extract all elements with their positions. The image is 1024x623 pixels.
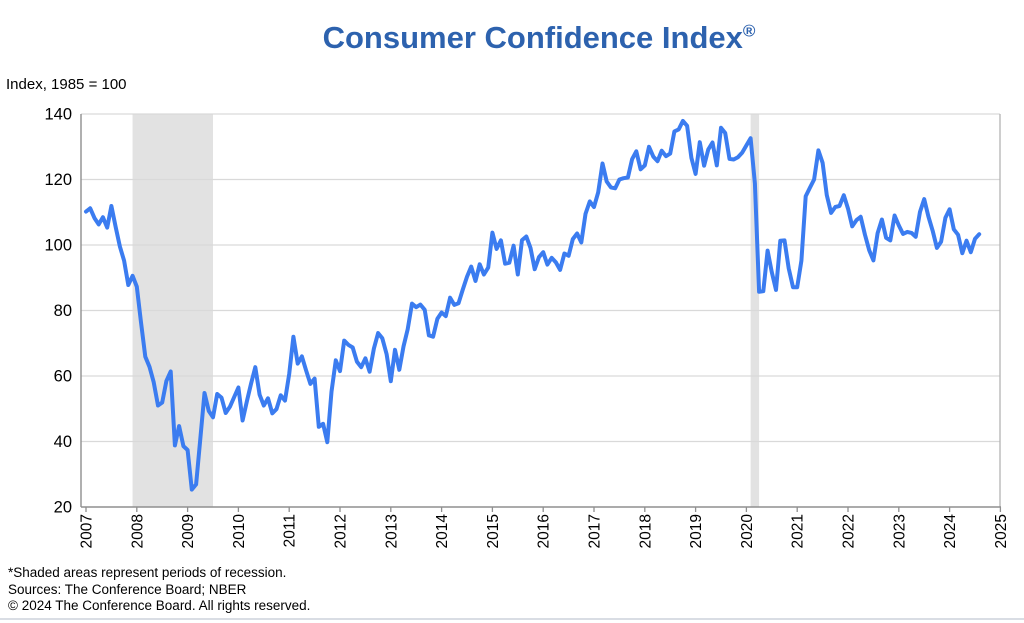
page-title: Consumer Confidence Index® [0, 20, 1024, 56]
x-tick-label: 2012 [333, 514, 350, 548]
x-tick-label: 2024 [942, 514, 959, 549]
cci-line-chart: 20 40 60 80 100 120 140 2007 2008 2009 2010 2011 201… [44, 106, 1010, 549]
bottom-divider [0, 618, 1024, 620]
x-tick-label: 2016 [536, 514, 553, 548]
x-tick-label: 2013 [383, 514, 400, 548]
x-tick-label: 2008 [129, 514, 146, 548]
footnote-sources: Sources: The Conference Board; NBER [8, 581, 247, 597]
title-text: Consumer Confidence Index [322, 20, 743, 55]
x-tick-label: 2022 [841, 514, 858, 548]
x-tick-label: 2023 [891, 514, 908, 548]
y-tick-label: 40 [54, 433, 72, 451]
y-tick-label: 80 [54, 302, 72, 320]
y-tick-label: 100 [44, 237, 72, 255]
x-tick-label: 2009 [180, 514, 197, 548]
x-tick-label: 2014 [434, 514, 451, 549]
x-tick-label: 2015 [485, 514, 502, 548]
x-tick-label: 2018 [637, 514, 654, 548]
y-tick-label: 20 [54, 499, 72, 517]
x-tick-label: 2025 [993, 514, 1010, 548]
x-tick-label: 2021 [790, 514, 807, 548]
x-tick-label: 2007 [79, 514, 96, 548]
y-tick-label: 120 [44, 171, 72, 189]
footnotes: *Shaded areas represent periods of reces… [8, 565, 310, 615]
y-tick-label: 140 [44, 106, 72, 124]
footnote-recession: *Shaded areas represent periods of reces… [8, 565, 287, 580]
x-tick-label: 2011 [282, 514, 299, 547]
x-tick-label: 2019 [688, 514, 705, 548]
axis-unit-label: Index, 1985 = 100 [6, 76, 127, 93]
footnote-copyright: © 2024 The Conference Board. All rights … [8, 598, 311, 613]
x-tick-label: 2010 [231, 514, 248, 549]
y-tick-label: 60 [54, 368, 72, 386]
x-tick-label: 2017 [587, 514, 604, 548]
x-tick-label: 2020 [739, 514, 756, 549]
registered-trademark-symbol: ® [742, 21, 756, 41]
cci-series-line [84, 118, 982, 492]
